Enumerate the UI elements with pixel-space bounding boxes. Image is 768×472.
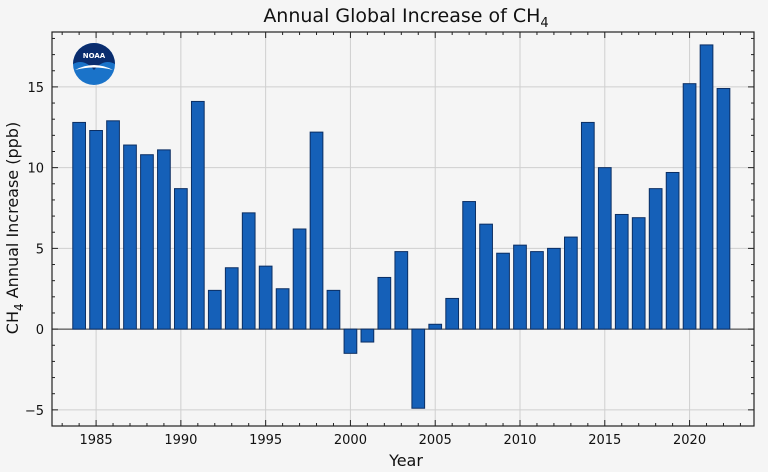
bar-2021	[699, 44, 714, 330]
bar-2018	[648, 188, 663, 330]
x-axis-label: Year	[388, 451, 423, 470]
x-tick-label: 2000	[334, 433, 367, 448]
logo-text: NOAA	[83, 52, 106, 60]
y-axis-label: CH4 Annual Increase (ppb)	[3, 122, 26, 334]
bar-1988	[140, 154, 154, 330]
bar-2015	[597, 167, 612, 330]
bar-1990	[174, 188, 188, 330]
bar-2006	[445, 297, 460, 330]
bar-2012	[547, 247, 561, 330]
bar-2009	[496, 252, 510, 330]
bar-2017	[631, 217, 646, 330]
x-tick-label: 2015	[588, 433, 621, 448]
x-tick-label: 2005	[419, 433, 452, 448]
y-tick-label: 0	[36, 323, 44, 338]
x-tick-label: 2020	[673, 433, 706, 448]
bar-2007	[462, 201, 476, 330]
bar-1997	[292, 228, 307, 330]
bar-2004	[411, 328, 426, 409]
x-tick-label: 1990	[164, 433, 197, 448]
bar-1991	[190, 100, 205, 330]
bar-1985	[89, 130, 103, 330]
logo-upper	[73, 43, 115, 70]
bar-1993	[224, 267, 239, 330]
x-tick-label: 2010	[503, 433, 536, 448]
bar-2020	[682, 83, 697, 330]
bar-layer	[72, 44, 731, 409]
bar-1989	[157, 149, 171, 330]
bar-2022	[716, 88, 731, 330]
plot-frame	[51, 31, 755, 427]
bar-2002	[377, 276, 392, 330]
bar-2001	[360, 328, 375, 343]
y-tick-label: 10	[27, 162, 44, 177]
bar-2000	[343, 328, 358, 354]
x-tick-label: 1995	[249, 433, 282, 448]
bar-1987	[123, 144, 137, 330]
bar-2016	[614, 213, 629, 330]
bar-2010	[513, 244, 527, 330]
bar-1996	[275, 288, 290, 330]
bar-2019	[665, 171, 680, 330]
logo-bird-icon	[75, 65, 113, 70]
x-tick-label: 1985	[80, 433, 113, 448]
noaa-logo: NOAA	[73, 43, 115, 85]
bar-1992	[207, 289, 222, 330]
bar-1986	[106, 120, 120, 330]
bar-2008	[479, 223, 493, 330]
bar-1984	[72, 121, 86, 330]
bar-1994	[241, 212, 256, 330]
bar-2003	[394, 251, 409, 330]
bar-2005	[428, 323, 443, 330]
y-tick-label: 5	[36, 242, 44, 257]
y-tick-label: 15	[27, 81, 44, 96]
y-tick-label: −5	[25, 404, 44, 419]
bar-2011	[530, 251, 544, 330]
tick-layer: 1985 1990 1995 2000 2005 2010 2015 2020 −5 0 5 10 15	[25, 32, 754, 448]
bar-2013	[564, 236, 578, 330]
bar-1998	[309, 131, 324, 330]
bar-1999	[326, 289, 341, 330]
bar-2014	[580, 121, 595, 330]
chart-title: Annual Global Increase of CH4	[263, 5, 548, 31]
bar-1995	[258, 265, 273, 330]
